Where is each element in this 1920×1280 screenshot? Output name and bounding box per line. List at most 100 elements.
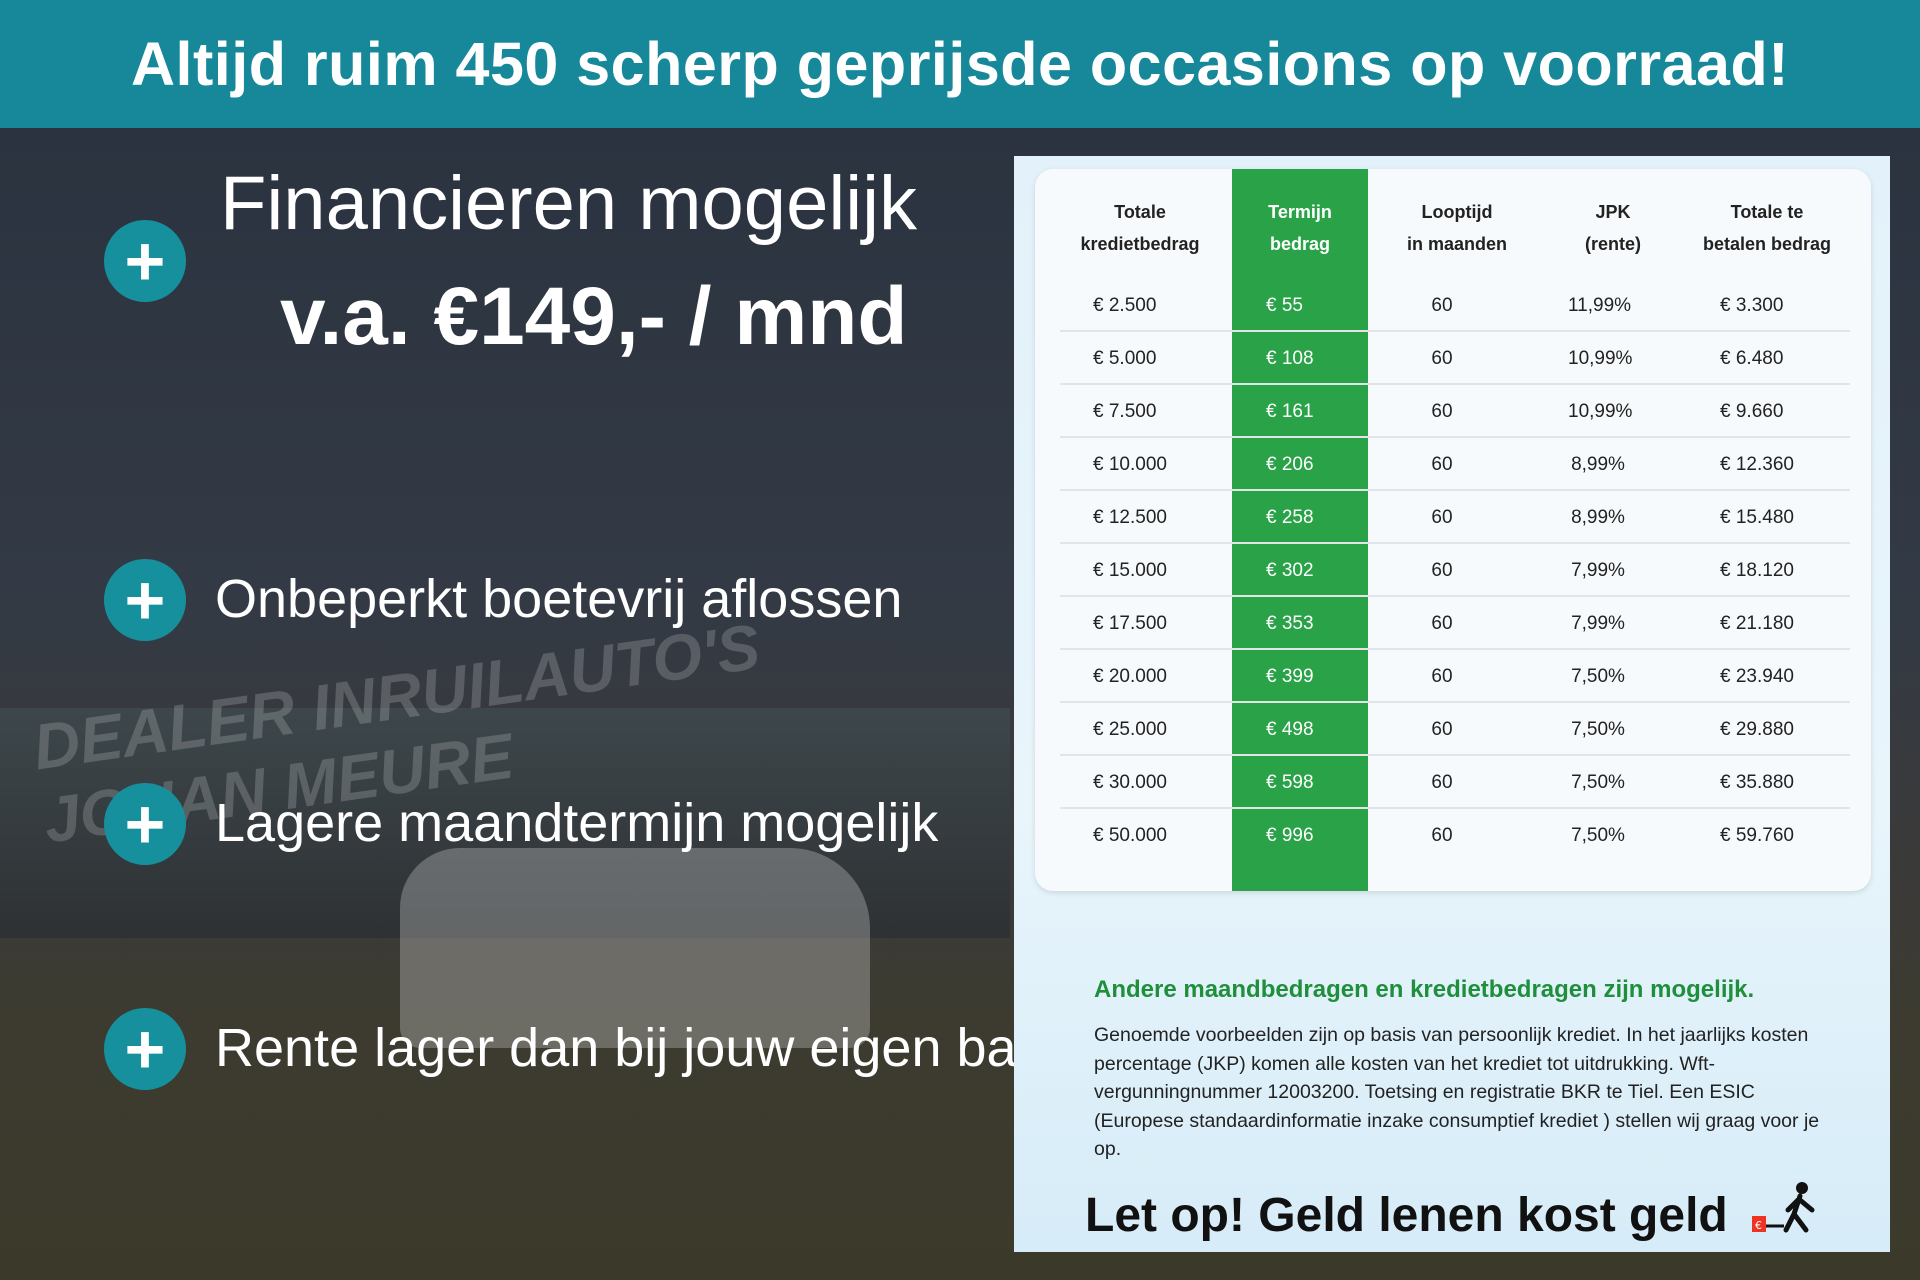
table-cell: € 12.500 [1093,507,1167,528]
plus-icon: + [104,783,186,865]
table-cell: € 598 [1266,772,1314,793]
table-cell: 7,99% [1571,560,1625,581]
highlight-column [1232,169,1368,891]
top-banner: Altijd ruim 450 scherp geprijsde occasio… [0,0,1920,128]
hero-title: Financieren mogelijk [220,161,917,246]
table-row: € 10.000 € 206 60 8,99% € 12.360 [1060,438,1850,491]
table-cell: € 6.480 [1720,348,1784,369]
table-cell: 60 [1431,560,1453,581]
table-row: € 2.500 € 55 60 11,99% € 3.300 [1060,279,1850,332]
table-cell: € 206 [1266,454,1314,475]
table-cell: € 12.360 [1720,454,1794,475]
header-line: Totale te [1730,202,1804,222]
table-cell: € 35.880 [1720,772,1794,793]
table-cell: € 25.000 [1093,719,1167,740]
table-cell: € 498 [1266,719,1314,740]
header-line: in maanden [1406,234,1508,254]
feature-text: Lagere maandtermijn mogelijk [215,793,939,853]
table-cell: 7,50% [1571,825,1625,846]
header-line: kredietbedrag [1080,234,1200,254]
table-cell: € 353 [1266,613,1314,634]
feature-text: Rente lager dan bij jouw eigen bank [215,1018,1074,1078]
table-cell: € 3.300 [1720,295,1784,316]
table-cell: € 15.000 [1093,560,1167,581]
table-cell: 60 [1431,401,1453,422]
table-row: € 50.000 € 996 60 7,50% € 59.760 [1060,809,1850,862]
table-row: € 17.500 € 353 60 7,99% € 21.180 [1060,597,1850,650]
header-line: Totale [1114,202,1166,222]
table-cell: € 23.940 [1720,666,1794,687]
table-cell: 60 [1431,507,1453,528]
table-cell: 7,50% [1571,772,1625,793]
table-cell: 7,50% [1571,719,1625,740]
header-line: betalen bedrag [1702,234,1832,254]
table-cell: 60 [1431,613,1453,634]
table-row: € 5.000 € 108 60 10,99% € 6.480 [1060,332,1850,385]
table-cell: € 15.480 [1720,507,1794,528]
table-cell: € 9.660 [1720,401,1784,422]
plus-icon: + [104,220,186,302]
table-cell: 8,99% [1571,454,1625,475]
plus-icon: + [104,559,186,641]
table-cell: € 996 [1266,825,1314,846]
header-line: Looptijd [1421,202,1493,222]
table-cell: € 7.500 [1093,401,1157,422]
table-cell: 7,50% [1571,666,1625,687]
header-line: bedrag [1269,234,1330,254]
table-cell: € 108 [1266,348,1314,369]
table-cell: 10,99% [1568,401,1633,422]
table-cell: € 5.000 [1093,348,1157,369]
column-header: Totale te betalen bedrag [1682,196,1852,260]
table-cell: 60 [1431,666,1453,687]
table-cell: 60 [1431,348,1453,369]
other-amounts-note: Andere maandbedragen en kredietbedragen … [1094,976,1755,1003]
table-cell: 10,99% [1568,348,1633,369]
table-cell: € 20.000 [1093,666,1167,687]
table-row: € 7.500 € 161 60 10,99% € 9.660 [1060,385,1850,438]
table-cell: 8,99% [1571,507,1625,528]
warning-text: Let op! Geld lenen kost geld [1085,1189,1728,1242]
table-cell: € 18.120 [1720,560,1794,581]
table-cell: € 10.000 [1093,454,1167,475]
table-cell: € 258 [1266,507,1314,528]
table-cell: 11,99% [1568,295,1632,316]
column-header: Looptijd in maanden [1372,196,1542,260]
column-header: JPK (rente) [1528,196,1698,260]
table-cell: € 17.500 [1093,613,1167,634]
table-row: € 25.000 € 498 60 7,50% € 29.880 [1060,703,1850,756]
finance-table [1035,169,1871,891]
table-cell: 7,99% [1571,613,1625,634]
table-cell: € 21.180 [1720,613,1794,634]
header-line: Termijn [1268,202,1332,222]
table-cell: € 2.500 [1093,295,1157,316]
plus-icon: + [104,1008,186,1090]
table-cell: 60 [1431,454,1453,475]
table-cell: € 55 [1266,295,1303,316]
banner-title: Altijd ruim 450 scherp geprijsde occasio… [130,30,1790,98]
car-shape [400,848,870,1048]
disclaimer: Genoemde voorbeelden zijn op basis van p… [1094,1024,1820,1160]
table-row: € 15.000 € 302 60 7,99% € 18.120 [1060,544,1850,597]
table-cell: € 302 [1266,560,1314,581]
table-row: € 20.000 € 399 60 7,50% € 23.940 [1060,650,1850,703]
svg-text:€: € [1755,1219,1762,1232]
feature-text: Onbeperkt boetevrij aflossen [215,569,903,629]
column-header: Totale kredietbedrag [1055,196,1225,260]
header-line: (rente) [1584,234,1641,254]
table-cell: 60 [1431,772,1453,793]
table-cell: 60 [1431,719,1453,740]
table-cell: € 30.000 [1093,772,1167,793]
hero-price: v.a. €149,- / mnd [280,271,908,362]
table-row: € 12.500 € 258 60 8,99% € 15.480 [1060,491,1850,544]
table-cell: 60 [1431,825,1453,846]
table-cell: 60 [1431,295,1453,316]
table-cell: € 59.760 [1720,825,1794,846]
column-header: Termijn bedrag [1215,196,1385,260]
walking-man-icon: € [1752,1182,1815,1233]
table-cell: € 399 [1266,666,1314,687]
table-row: € 30.000 € 598 60 7,50% € 35.880 [1060,756,1850,809]
table-cell: € 50.000 [1093,825,1167,846]
table-cell: € 29.880 [1720,719,1794,740]
header-line: JPK [1595,202,1631,222]
table-cell: € 161 [1266,401,1314,422]
